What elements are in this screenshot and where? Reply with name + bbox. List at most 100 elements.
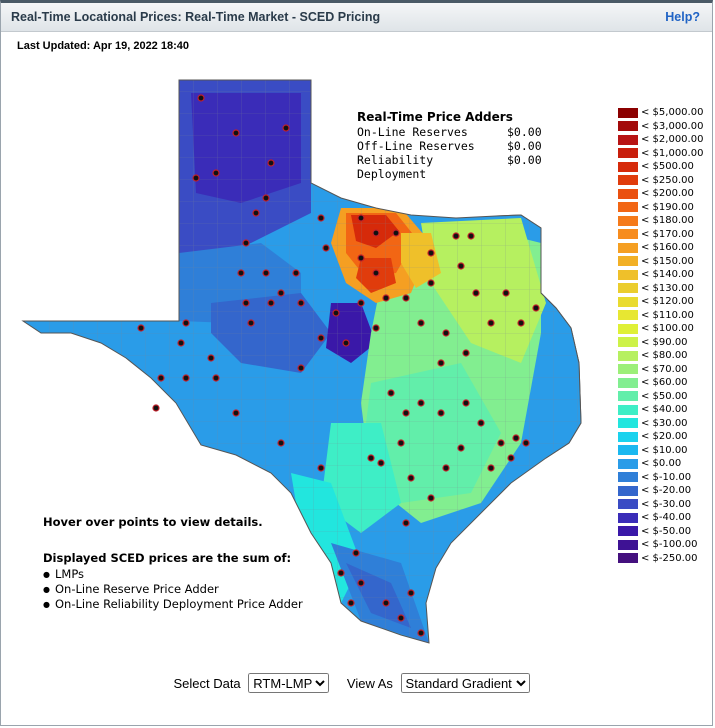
last-updated: Last Updated: Apr 19, 2022 18:40 <box>17 40 189 52</box>
legend-swatch <box>618 418 638 429</box>
legend-label: < $70.00 <box>641 363 688 375</box>
legend-swatch <box>618 391 638 402</box>
legend-swatch <box>618 539 638 550</box>
list-item: On-Line Reliability Deployment Price Add… <box>43 597 303 612</box>
price-adders: Real-Time Price Adders On-Line Reserves $… <box>357 110 542 181</box>
legend-label: < $2,000.00 <box>641 134 704 146</box>
legend-swatch <box>618 526 638 537</box>
displayed-note: Displayed SCED prices are the sum of: <box>43 551 292 565</box>
legend-swatch <box>618 283 638 294</box>
legend-item: < $-30.00 <box>618 498 703 512</box>
legend-item: < $90.00 <box>618 336 703 350</box>
legend-swatch <box>618 485 638 496</box>
legend-label: < $140.00 <box>641 269 694 281</box>
controls: Select Data RTM-LMP View As Standard Gra… <box>1 673 715 693</box>
legend-swatch <box>618 229 638 240</box>
legend-item: < $120.00 <box>618 295 703 309</box>
legend-label: < $60.00 <box>641 377 688 389</box>
panel-title: Real-Time Locational Prices: Real-Time M… <box>11 10 381 24</box>
legend-label: < $-30.00 <box>641 498 692 510</box>
legend-item: < $-100.00 <box>618 538 703 552</box>
legend-swatch <box>618 215 638 226</box>
legend-label: < $5,000.00 <box>641 107 704 119</box>
legend-swatch <box>618 445 638 456</box>
notes-list: LMPs On-Line Reserve Price Adder On-Line… <box>43 567 303 612</box>
legend-label: < $10.00 <box>641 444 688 456</box>
legend-item: < $40.00 <box>618 403 703 417</box>
legend-label: < $170.00 <box>641 228 694 240</box>
legend-item: < $70.00 <box>618 363 703 377</box>
view-as-dropdown[interactable]: Standard Gradient <box>400 673 530 693</box>
legend-item: < $20.00 <box>618 430 703 444</box>
legend-label: < $80.00 <box>641 350 688 362</box>
list-item: LMPs <box>43 567 303 582</box>
legend-label: < $160.00 <box>641 242 694 254</box>
legend-item: < $160.00 <box>618 241 703 255</box>
legend-item: < $180.00 <box>618 214 703 228</box>
legend-label: < $30.00 <box>641 417 688 429</box>
legend-label: < $200.00 <box>641 188 694 200</box>
legend-swatch <box>618 175 638 186</box>
legend-swatch <box>618 107 638 118</box>
legend-item: < $0.00 <box>618 457 703 471</box>
legend-swatch <box>618 553 638 564</box>
notes: Hover over points to view details. Displ… <box>43 515 303 612</box>
price-points[interactable] <box>137 94 540 637</box>
legend-swatch <box>618 148 638 159</box>
legend-swatch <box>618 512 638 523</box>
legend-swatch <box>618 472 638 483</box>
legend-label: < $3,000.00 <box>641 120 704 132</box>
legend-item: < $-20.00 <box>618 484 703 498</box>
adder-row: Off-Line Reserves $0.00 <box>357 139 542 153</box>
legend-label: < $50.00 <box>641 390 688 402</box>
legend-label: < $150.00 <box>641 255 694 267</box>
legend-item: < $130.00 <box>618 282 703 296</box>
view-as-label: View As <box>346 675 393 691</box>
legend-item: < $-10.00 <box>618 471 703 485</box>
legend-item: < $110.00 <box>618 309 703 323</box>
legend-item: < $1,000.00 <box>618 147 703 161</box>
hover-note: Hover over points to view details. <box>43 515 263 529</box>
legend-label: < $120.00 <box>641 296 694 308</box>
legend-label: < $1,000.00 <box>641 147 704 159</box>
texas-price-map <box>22 79 582 644</box>
legend-label: < $-20.00 <box>641 485 692 497</box>
legend-item: < $30.00 <box>618 417 703 431</box>
legend-label: < $100.00 <box>641 323 694 335</box>
legend-swatch <box>618 242 638 253</box>
legend-label: < $90.00 <box>641 336 688 348</box>
legend-item: < $3,000.00 <box>618 120 703 134</box>
select-data-label: Select Data <box>173 675 241 691</box>
legend-label: < $250.00 <box>641 174 694 186</box>
legend-item: < $-250.00 <box>618 552 703 566</box>
legend-item: < $190.00 <box>618 201 703 215</box>
legend-label: < $-10.00 <box>641 471 692 483</box>
adder-row: Reliability Deployment $0.00 <box>357 153 542 181</box>
legend-label: < $180.00 <box>641 215 694 227</box>
legend-swatch <box>618 364 638 375</box>
list-item: On-Line Reserve Price Adder <box>43 582 303 597</box>
legend-label: < $20.00 <box>641 431 688 443</box>
legend-item: < $5,000.00 <box>618 106 703 120</box>
legend-swatch <box>618 350 638 361</box>
legend-label: < $0.00 <box>641 458 682 470</box>
legend-item: < $-40.00 <box>618 511 703 525</box>
legend-swatch <box>618 499 638 510</box>
select-data-dropdown[interactable]: RTM-LMP <box>248 673 330 693</box>
legend-item: < $-50.00 <box>618 525 703 539</box>
legend-label: < $-100.00 <box>641 539 698 551</box>
help-link[interactable]: Help? <box>665 10 700 24</box>
adder-row: On-Line Reserves $0.00 <box>357 125 542 139</box>
legend-swatch <box>618 310 638 321</box>
legend-item: < $100.00 <box>618 322 703 336</box>
legend-item: < $150.00 <box>618 255 703 269</box>
legend-swatch <box>618 431 638 442</box>
price-legend: < $5,000.00 < $3,000.00 < $2,000.00 < $1,00… <box>618 106 703 565</box>
legend-label: < $-250.00 <box>641 552 698 564</box>
legend-swatch <box>618 458 638 469</box>
legend-label: < $110.00 <box>641 309 694 321</box>
legend-item: < $10.00 <box>618 444 703 458</box>
legend-item: < $2,000.00 <box>618 133 703 147</box>
legend-swatch <box>618 202 638 213</box>
legend-swatch <box>618 188 638 199</box>
